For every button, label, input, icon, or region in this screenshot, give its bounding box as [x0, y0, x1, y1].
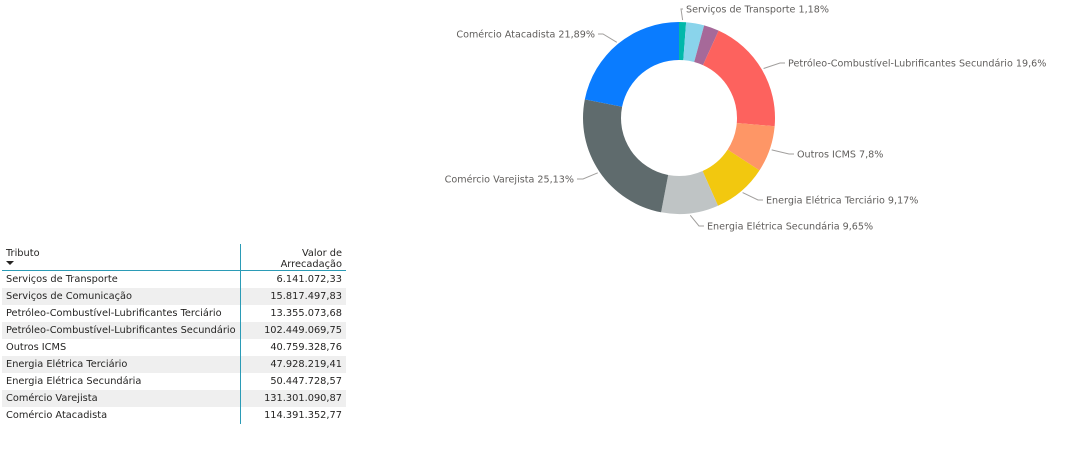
data-label-petroleo-combustivel-lubrificantes-secundario: Petróleo-Combustível-Lubrificantes Secun… [788, 57, 1046, 69]
cell-valor: 102.449.069,75 [239, 322, 346, 339]
leader-line-energia-eletrica-terciario [742, 192, 763, 201]
donut-slices [583, 22, 775, 214]
cell-tributo: Serviços de Transporte [6, 274, 118, 285]
data-label-servicos-de-transporte: Serviços de Transporte 1,18% [686, 4, 829, 15]
data-label-comercio-atacadista: Comércio Atacadista 21,89% [456, 28, 595, 40]
leader-line-energia-eletrica-secundaria [689, 215, 704, 227]
header-tributo[interactable]: Tributo [2, 244, 241, 271]
leader-line-comercio-varejista [577, 172, 598, 180]
table-body: Serviços de Transporte 6.141.072,33 Serviç… [2, 270, 346, 424]
table-row[interactable]: Serviços de Comunicação 15.817.497,83 [2, 288, 346, 305]
table-row[interactable]: Serviços de Transporte 6.141.072,33 [2, 270, 346, 288]
slice-energia-eletrica-secundaria[interactable] [661, 170, 719, 214]
cell-valor: 15.817.497,83 [239, 288, 346, 305]
cell-tributo: Outros ICMS [6, 342, 67, 353]
table-row[interactable]: Petróleo-Combustível-Lubrificantes Secun… [2, 322, 346, 339]
cell-tributo: Energia Elétrica Terciário [2, 356, 241, 373]
cell-tributo: Petróleo-Combustível-Lubrificantes Terci… [6, 308, 222, 319]
cell-valor: 40.759.328,76 [239, 339, 346, 356]
cell-valor: 131.301.090,87 [239, 390, 346, 407]
donut-labels: Serviços de Transporte 1,18% Petróleo-Com… [445, 4, 1047, 232]
data-label-outros-icms: Outros ICMS 7,8% [797, 149, 883, 160]
data-label-comercio-varejista: Comércio Varejista 25,13% [445, 173, 574, 185]
cell-valor: 50.447.728,57 [239, 373, 346, 390]
leader-line-servicos-de-transporte [680, 8, 684, 21]
cell-valor: 13.355.073,68 [239, 305, 346, 322]
cell-valor: 47.928.219,41 [239, 356, 346, 373]
table-row[interactable]: Comércio Varejista 131.301.090,87 [2, 390, 346, 407]
data-label-energia-eletrica-secundaria: Energia Elétrica Secundária 9,65% [707, 220, 873, 232]
slice-servicos-de-transporte[interactable] [679, 22, 687, 61]
leader-line-comercio-atacadista [598, 33, 618, 43]
cell-tributo: Petróleo-Combustível-Lubrificantes Secun… [2, 322, 241, 339]
table-row[interactable]: Energia Elétrica Secundária 50.447.728,57 [2, 373, 346, 390]
table-row[interactable]: Outros ICMS 40.759.328,76 [2, 339, 346, 356]
data-label-energia-eletrica-terciario: Energia Elétrica Terciário 9,17% [766, 194, 918, 206]
cell-tributo: Comércio Atacadista [6, 410, 108, 421]
table-row[interactable]: Comércio Atacadista 114.391.352,77 [2, 407, 346, 424]
header-valor-label: Valor de Arrecadação [280, 248, 342, 270]
slice-petroleo-combustivel-lubrificantes-secundario[interactable] [702, 30, 775, 127]
slice-petroleo-combustivel-lubrificantes-terciario[interactable] [694, 25, 719, 66]
slice-outros-icms[interactable] [727, 123, 775, 171]
table-row[interactable]: Petróleo-Combustível-Lubrificantes Terci… [2, 305, 346, 322]
cell-valor: 6.141.072,33 [239, 270, 346, 288]
slice-energia-eletrica-terciario[interactable] [702, 149, 760, 206]
leader-line-outros-icms [771, 149, 794, 155]
slice-comercio-atacadista[interactable] [584, 22, 679, 107]
header-valor[interactable]: Valor de Arrecadação [239, 244, 346, 271]
slice-servicos-de-comunicacao[interactable] [683, 22, 705, 63]
table-header-row: Tributo Valor de Arrecadação [2, 244, 346, 271]
cell-tributo: Comércio Varejista [2, 390, 241, 407]
cell-valor: 114.391.352,77 [239, 407, 346, 424]
sort-descending-icon[interactable] [6, 261, 14, 265]
donut-chart[interactable]: Serviços de Transporte 1,18% Petróleo-Com… [0, 0, 1071, 240]
data-table: Tributo Valor de Arrecadação Serviços de… [2, 244, 346, 424]
cell-tributo: Energia Elétrica Secundária [6, 376, 142, 387]
cell-tributo: Serviços de Comunicação [2, 288, 241, 305]
slice-comercio-varejista[interactable] [583, 99, 669, 213]
header-tributo-label: Tributo [6, 248, 40, 259]
leader-line-petroleo-combustivel-lubrificantes-secundario [763, 62, 785, 69]
table-row[interactable]: Energia Elétrica Terciário 47.928.219,41 [2, 356, 346, 373]
